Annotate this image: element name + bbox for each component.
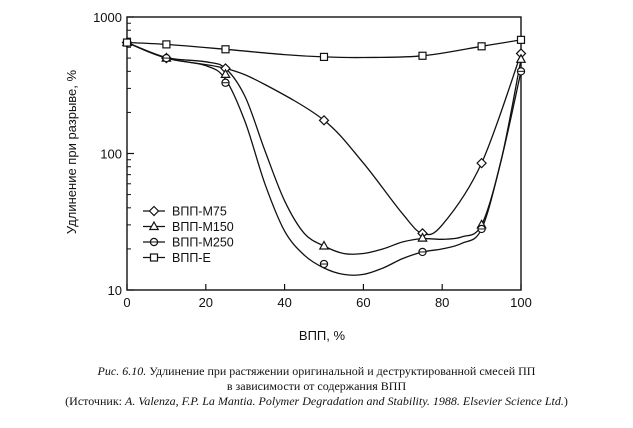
caption-fig-label: Рис. 6.10. xyxy=(97,364,147,378)
legend-label: ВПП-Е xyxy=(172,251,211,265)
caption-line-1: Рис. 6.10. Удлинение при растяжении ориг… xyxy=(0,364,633,379)
axis-ticks: 0 20 40 60 80 100 10 100 1000 xyxy=(93,10,532,310)
caption-line-2: в зависимости от содержания ВПП xyxy=(226,379,407,393)
caption-source: (Источник: A. Valenza, F.P. La Mantia. P… xyxy=(0,394,633,409)
caption-source-citation: A. Valenza, F.P. La Mantia. Polymer Degr… xyxy=(124,394,564,408)
x-tick-label: 100 xyxy=(510,295,532,310)
series-line-0 xyxy=(126,41,522,236)
data-point-square xyxy=(477,42,486,51)
y-tick-label: 10 xyxy=(108,283,122,298)
data-point-diamond xyxy=(318,114,330,126)
data-point-triangle xyxy=(515,53,527,63)
figure-caption: Рис. 6.10. Удлинение при растяжении ориг… xyxy=(0,364,633,409)
data-point-triangle xyxy=(220,68,231,78)
x-tick-label: 20 xyxy=(199,295,213,310)
y-tick-label: 100 xyxy=(100,147,122,162)
data-point-triangle xyxy=(318,240,330,250)
x-tick-label: 60 xyxy=(356,295,370,310)
legend-marker-diamond xyxy=(148,205,160,217)
x-tick-label: 80 xyxy=(435,295,449,310)
data-point-square xyxy=(319,52,329,62)
legend-marker-square xyxy=(149,253,159,262)
data-point-triangle xyxy=(417,232,428,242)
data-point-square xyxy=(418,51,427,60)
data-point-square xyxy=(516,35,526,44)
legend-label: ВПП-М250 xyxy=(172,236,234,250)
caption-source-open: (Источник: xyxy=(65,394,125,408)
legend-label: ВПП-М75 xyxy=(172,205,227,219)
series-markers xyxy=(121,35,527,269)
x-tick-label: 40 xyxy=(277,295,291,310)
data-point-square xyxy=(122,38,132,47)
data-point-square xyxy=(162,40,171,49)
y-axis-label: Удлинение при разрыве, % xyxy=(64,69,79,234)
legend-label: ВПП-М150 xyxy=(172,220,234,234)
caption-source-close: ) xyxy=(563,394,568,408)
legend-marker-triangle xyxy=(148,220,160,231)
caption-text-1: Удлинение при растяжении оригинальной и … xyxy=(149,364,536,378)
data-point-diamond xyxy=(476,157,487,169)
x-axis-label: ВПП, % xyxy=(299,328,346,343)
x-tick-label: 0 xyxy=(123,295,130,310)
y-tick-label: 1000 xyxy=(93,10,122,25)
data-point-square xyxy=(221,45,230,54)
